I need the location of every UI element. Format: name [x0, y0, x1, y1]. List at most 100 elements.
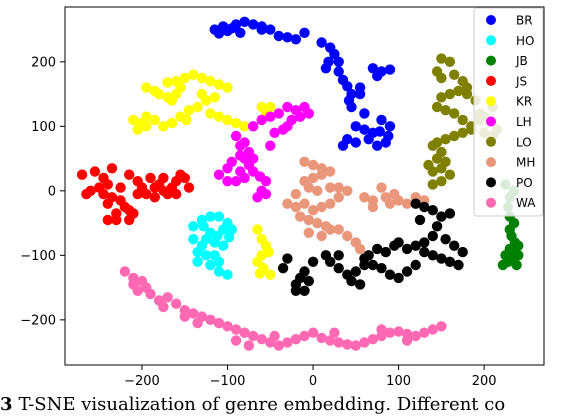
data-point: [307, 256, 319, 267]
y-tick-label: −100: [20, 249, 56, 264]
data-point: [457, 246, 468, 258]
data-point: [282, 32, 293, 43]
data-point: [115, 182, 126, 193]
data-point: [132, 124, 143, 135]
data-point: [316, 169, 327, 180]
data-point: [235, 150, 246, 161]
data-point: [427, 250, 438, 261]
data-point: [290, 334, 302, 345]
data-point: [145, 172, 156, 184]
data-point: [380, 137, 391, 148]
x-tick-label: 100: [386, 374, 411, 389]
data-point: [333, 66, 344, 77]
data-point: [350, 137, 361, 148]
data-point: [444, 208, 456, 219]
data-point: [350, 121, 361, 132]
data-point: [444, 56, 456, 67]
data-point: [141, 82, 152, 93]
data-point: [376, 114, 387, 126]
data-point: [149, 114, 160, 126]
x-tick-label: 0: [309, 374, 317, 389]
data-point: [299, 198, 310, 209]
data-point: [239, 121, 250, 132]
data-point: [158, 301, 169, 313]
data-point: [436, 176, 447, 187]
data-point: [367, 334, 379, 345]
data-point: [141, 121, 152, 132]
data-point: [212, 230, 223, 242]
figure-number: 3: [0, 394, 13, 415]
legend-marker-lh: [486, 116, 496, 127]
legend-label-mh: MH: [516, 156, 535, 170]
data-point: [449, 69, 460, 80]
data-point: [239, 327, 250, 338]
data-point: [171, 188, 182, 200]
data-point: [376, 263, 387, 274]
data-point: [277, 263, 289, 274]
data-point: [333, 182, 344, 193]
data-point: [513, 250, 524, 261]
data-point: [427, 230, 438, 242]
tsne-scatter-chart: −200 −100 0 100 200 −200 −100 0 100 200 BR HO JB JS…: [20, 6, 545, 389]
data-point: [359, 124, 370, 135]
data-point: [213, 28, 225, 39]
data-point: [76, 169, 88, 180]
y-axis: −200 −100 0 100 200: [20, 55, 65, 328]
data-point: [374, 126, 385, 137]
data-point: [431, 153, 443, 164]
data-point: [243, 340, 255, 351]
data-point: [265, 140, 276, 151]
y-tick-label: 100: [31, 120, 56, 135]
data-point: [312, 185, 323, 196]
data-point: [295, 211, 306, 222]
data-point: [239, 172, 250, 184]
data-point: [290, 201, 302, 213]
data-point: [224, 232, 235, 243]
data-point: [205, 314, 216, 325]
data-point: [410, 198, 421, 209]
legend-label-lo: LO: [516, 135, 532, 149]
data-point: [333, 337, 344, 348]
series-ho: [188, 211, 237, 280]
data-point: [282, 337, 293, 348]
data-point: [350, 340, 361, 351]
data-point: [380, 246, 391, 258]
data-point: [235, 27, 246, 38]
legend-marker-wa: [486, 197, 496, 208]
data-point: [106, 163, 118, 174]
data-point: [453, 259, 464, 271]
data-point: [162, 292, 173, 303]
data-point: [222, 321, 233, 332]
legend-label-wa: WA: [516, 196, 536, 210]
data-point: [111, 214, 122, 226]
data-point: [393, 272, 404, 284]
data-point: [209, 92, 220, 103]
data-point: [307, 159, 319, 171]
data-point: [444, 88, 456, 100]
data-point: [192, 256, 203, 267]
data-point: [252, 192, 263, 203]
series-js: [76, 163, 195, 226]
data-point: [188, 69, 199, 80]
data-point: [354, 82, 366, 93]
legend-marker-ho: [486, 35, 496, 46]
data-point: [226, 156, 237, 167]
data-point: [171, 76, 182, 87]
legend-marker-po: [486, 177, 496, 188]
data-point: [222, 114, 233, 126]
data-point: [342, 339, 353, 350]
data-point: [431, 221, 443, 232]
data-point: [354, 243, 366, 255]
data-point: [226, 23, 237, 34]
data-point: [359, 337, 370, 348]
data-point: [497, 259, 509, 271]
data-point: [269, 127, 280, 138]
data-point: [145, 288, 156, 300]
data-point: [307, 205, 319, 216]
data-point: [316, 37, 327, 48]
data-point: [213, 317, 225, 329]
x-tick-label: 200: [472, 374, 497, 389]
data-point: [179, 172, 190, 184]
data-point: [205, 211, 216, 222]
data-point: [119, 266, 131, 277]
